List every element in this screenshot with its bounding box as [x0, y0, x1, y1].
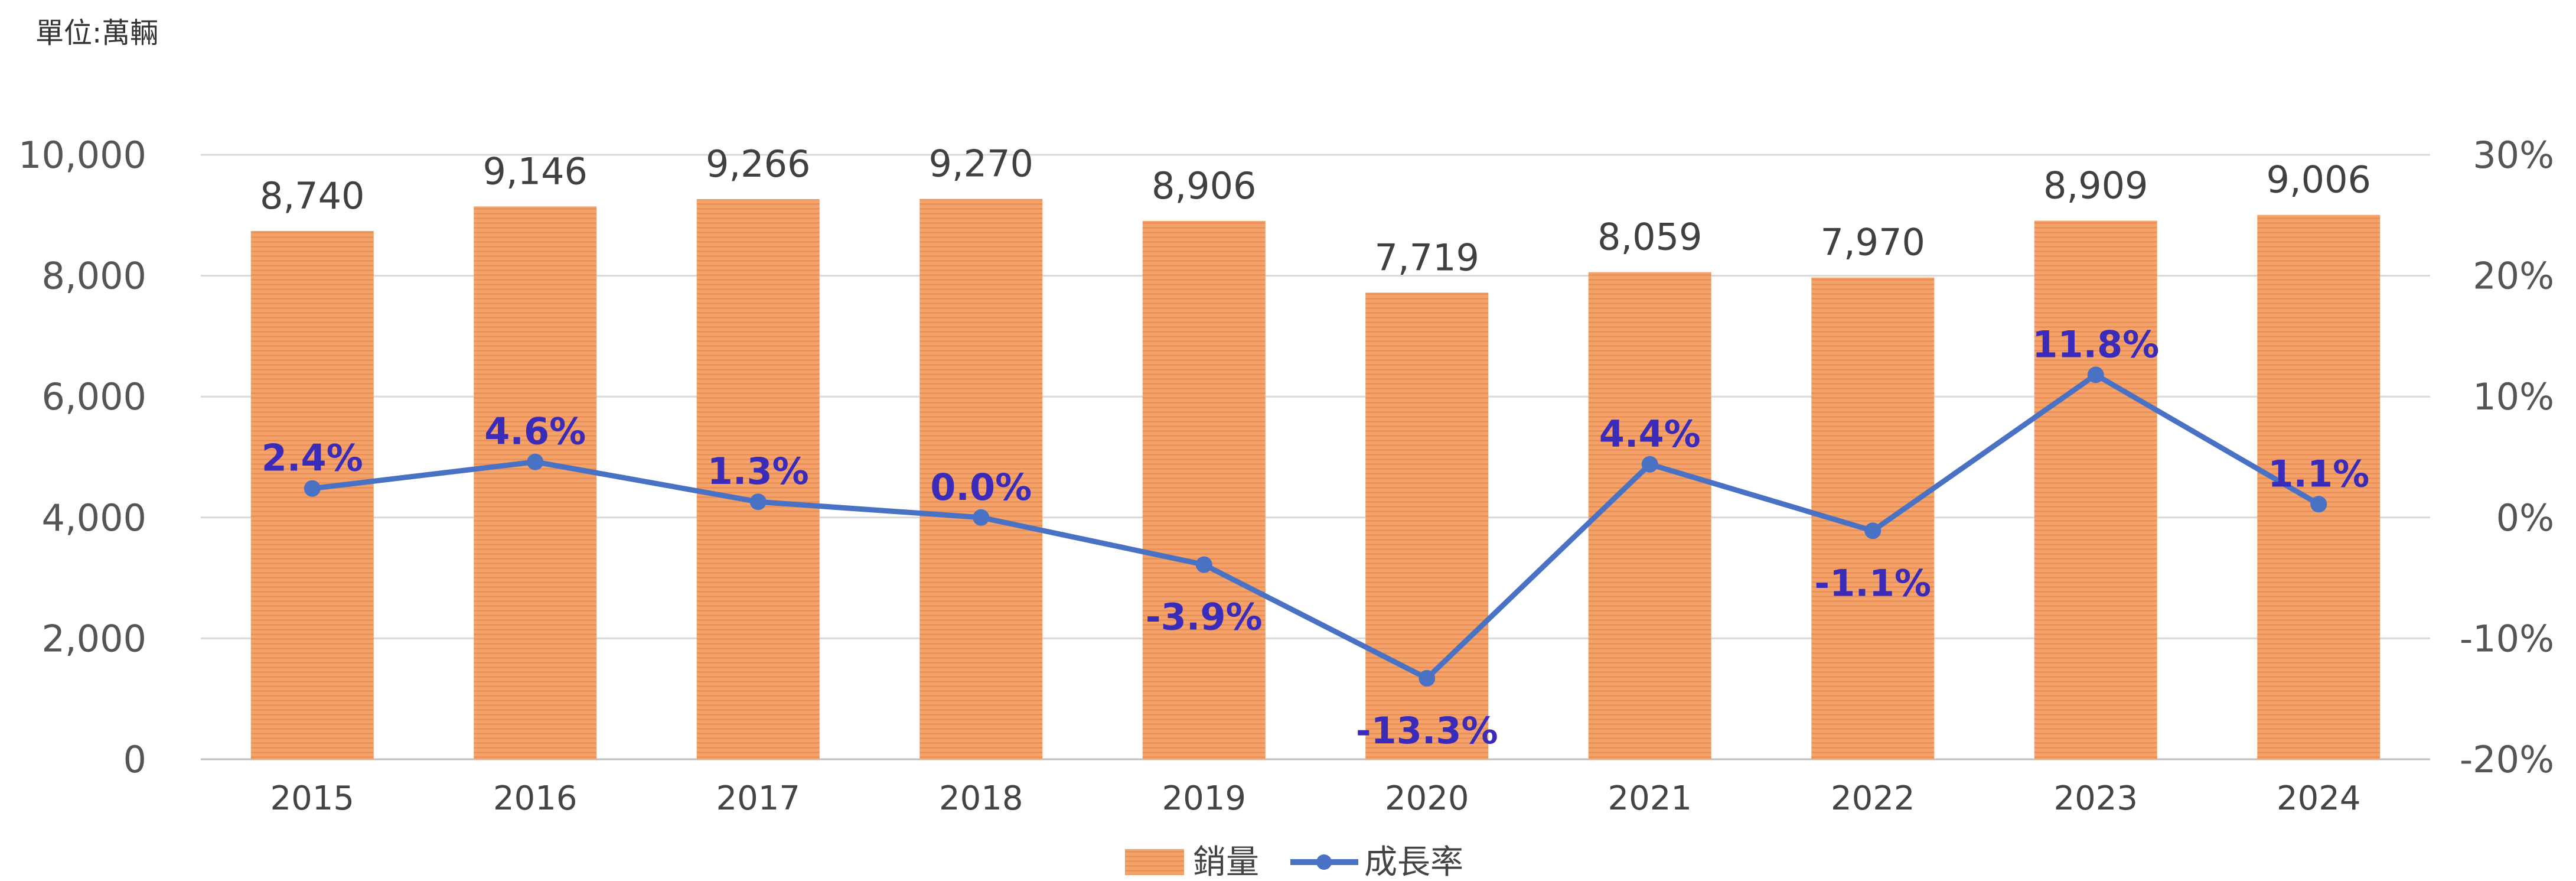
growth-point	[1419, 669, 1436, 687]
right-tick-label: -20%	[2460, 738, 2554, 781]
x-tick-label: 2020	[1385, 779, 1469, 818]
left-tick-label: 6,000	[42, 375, 147, 418]
legend-line-marker	[1316, 854, 1332, 870]
growth-data-label: 11.8%	[2032, 323, 2159, 366]
right-tick-label: 0%	[2496, 496, 2554, 539]
bar-data-label: 9,006	[2267, 158, 2372, 201]
left-tick-label: 10,000	[18, 134, 146, 177]
left-tick-label: 8,000	[42, 255, 147, 298]
growth-data-label: 0.0%	[930, 466, 1032, 509]
x-tick-label: 2018	[939, 779, 1023, 818]
growth-line-series	[304, 366, 2327, 687]
bar-data-label: 7,719	[1375, 236, 1480, 279]
unit-label: 單位:萬輛	[35, 17, 158, 50]
legend-bar-swatch	[1125, 849, 1184, 875]
growth-data-label: 4.6%	[484, 410, 586, 453]
growth-data-labels: 2.4% 4.6% 1.3% 0.0% -3.9% -13.3% 4.4% -1.1% 11.8…	[262, 323, 2369, 752]
left-axis: 0 2,000 4,000 6,000 8,000 10,000	[18, 134, 146, 781]
bar-data-label: 8,740	[260, 174, 365, 217]
bar	[1588, 272, 1711, 759]
bar-data-labels: 8,740 9,146 9,266 9,270 8,906 7,719 8,059 7,970…	[260, 142, 2371, 279]
x-tick-label: 2015	[270, 779, 354, 818]
growth-data-label: -3.9%	[1146, 596, 1263, 639]
legend-line-label: 成長率	[1364, 843, 1463, 881]
bar-data-label: 9,146	[483, 149, 588, 193]
bar-data-label: 8,906	[1152, 164, 1257, 207]
bar-series	[250, 199, 2381, 760]
growth-data-label: 1.1%	[2268, 452, 2369, 495]
x-axis: 2015 2016 2017 2018 2019 2020 2021 2022 2023 2024	[270, 779, 2360, 818]
right-axis: -20% -10% 0% 10% 20% 30%	[2460, 134, 2554, 781]
bar	[1365, 292, 1489, 759]
x-tick-label: 2017	[716, 779, 800, 818]
growth-data-label: 2.4%	[262, 437, 363, 480]
growth-point	[304, 480, 321, 497]
bar	[474, 206, 597, 759]
right-tick-label: 20%	[2473, 255, 2554, 298]
growth-data-label: -13.3%	[1356, 709, 1498, 752]
growth-point	[527, 453, 544, 470]
x-tick-label: 2016	[493, 779, 578, 818]
bar-data-label: 9,270	[929, 142, 1034, 186]
right-tick-label: 10%	[2473, 375, 2554, 418]
growth-point	[1195, 556, 1212, 573]
growth-line	[312, 372, 2320, 681]
growth-data-label: 4.4%	[1599, 412, 1701, 456]
bar-data-label: 9,266	[706, 142, 811, 186]
bar	[696, 199, 820, 759]
bar	[1142, 220, 1266, 759]
growth-data-label: -1.1%	[1814, 561, 1931, 604]
left-tick-label: 2,000	[42, 617, 147, 660]
right-tick-label: 30%	[2473, 134, 2554, 177]
x-tick-label: 2024	[2277, 779, 2361, 818]
growth-data-label: 1.3%	[707, 450, 809, 493]
growth-point	[2310, 496, 2327, 513]
left-tick-label: 4,000	[42, 496, 147, 539]
legend: 銷量 成長率	[1125, 843, 1463, 881]
growth-point	[2087, 366, 2104, 383]
bar	[2034, 220, 2157, 759]
bar-data-label: 8,059	[1597, 216, 1703, 259]
right-tick-label: -10%	[2460, 617, 2554, 660]
left-tick-label: 0	[123, 738, 146, 781]
bar	[2257, 214, 2381, 760]
growth-point	[973, 509, 990, 526]
legend-bar-label: 銷量	[1193, 843, 1259, 881]
bar-data-label: 8,909	[2043, 164, 2148, 207]
bar	[919, 199, 1043, 760]
bar-data-label: 7,970	[1821, 221, 1926, 264]
x-tick-label: 2019	[1162, 779, 1246, 818]
growth-point	[1641, 456, 1658, 473]
x-tick-label: 2022	[1831, 779, 1915, 818]
growth-point	[1864, 522, 1882, 539]
x-tick-label: 2021	[1607, 779, 1692, 818]
x-tick-label: 2023	[2053, 779, 2138, 818]
growth-point	[749, 493, 767, 511]
